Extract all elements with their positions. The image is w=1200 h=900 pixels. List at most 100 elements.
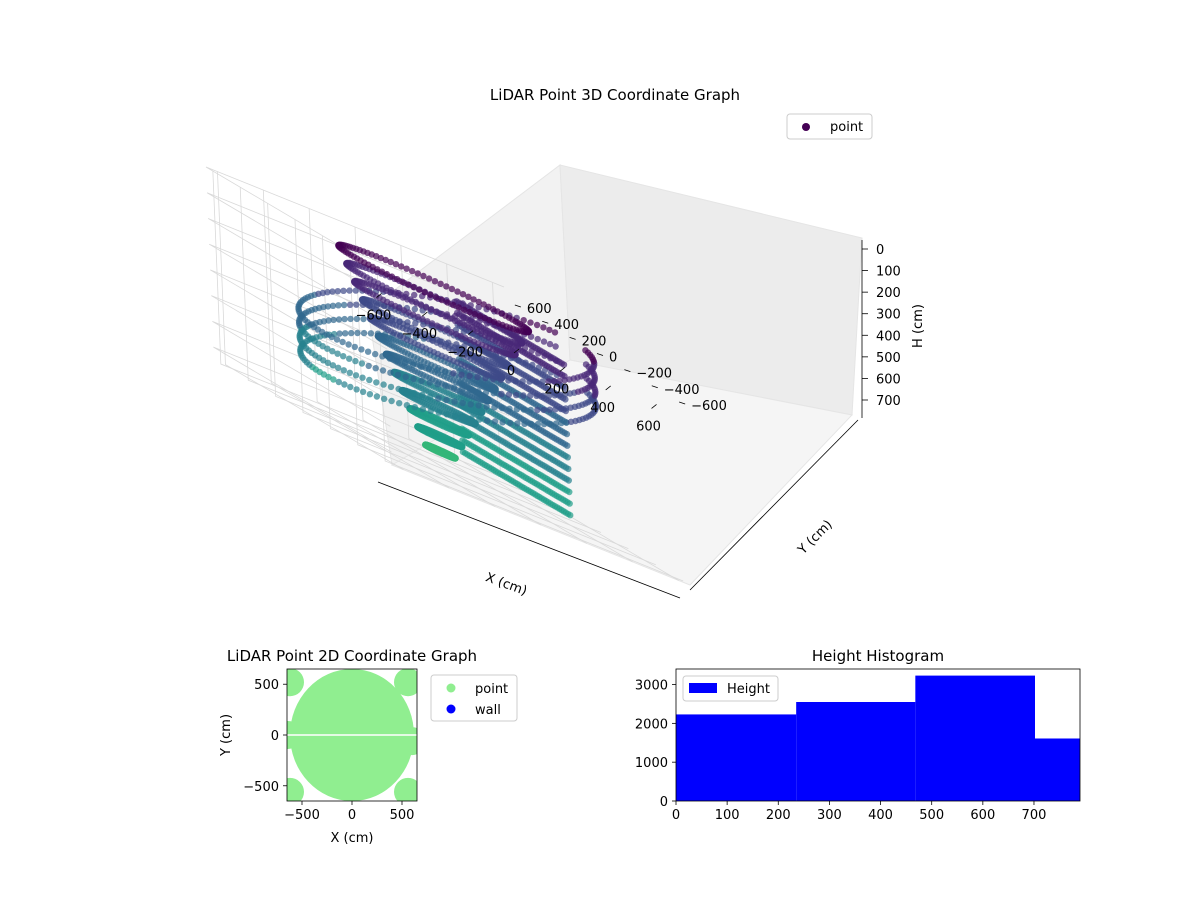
point-3d [353,301,360,308]
point-3d [450,453,457,461]
point-3d [562,405,570,412]
point-3d [324,345,331,352]
point-3d [563,419,570,426]
point-3d [534,420,542,428]
point-3d [520,317,527,324]
point-3d [433,322,441,329]
point-3d [437,280,444,287]
point-3d [325,373,332,381]
x-tick-label: −200 [447,346,483,361]
point-3d [411,291,418,299]
point-3d [340,367,347,374]
point-3d [348,329,355,337]
y-tick-mark [679,401,686,405]
histogram-legend-swatch [689,683,717,693]
point-3d [415,286,423,293]
point-3d [448,285,456,293]
point-3d [417,363,425,370]
point-3d [403,387,410,395]
grid-line-z [212,321,511,442]
point-3d [335,364,342,371]
point-3d [382,256,389,264]
chart-3d-ticks: −600−400−2000200400600−600−400−200020040… [356,243,901,434]
point-3d [412,298,419,306]
point-3d [485,380,492,387]
point-3d [450,384,458,391]
grid-line-z [205,166,505,288]
x-tick-label: 500 [919,808,944,823]
point-3d [442,382,450,390]
point-3d [395,385,402,393]
chart-2d-legend-label-point: point [475,682,508,697]
histogram-frame [675,668,1081,802]
point-3d [364,348,372,355]
x-tick-mark [605,385,611,391]
point-3d [339,338,346,346]
y-tick-label: 2000 [635,717,668,732]
point-3d [450,301,457,309]
x-tick-label: 600 [636,419,661,434]
point-3d [342,330,349,337]
point-3d [505,391,513,398]
point-3d [388,397,395,405]
point-3d [490,390,497,397]
grid-line-y [267,203,574,517]
y-tick-label: 600 [527,302,552,317]
point-3d [526,378,533,385]
y-tick-label: 200 [582,334,607,349]
point-2d [287,777,304,801]
point-3d [353,386,360,393]
point-3d [397,291,404,298]
point-3d [335,378,342,386]
point-3d [324,303,332,310]
x-tick-mark [467,330,474,335]
point-3d [373,393,381,400]
point-3d [346,369,353,376]
point-3d [547,420,554,428]
point-3d [506,405,513,412]
point-3d [340,353,347,360]
point-3d [378,268,386,275]
x-tick-label: 600 [970,808,995,823]
y-tick-label: 0 [660,795,668,810]
point-3d [334,288,341,295]
grid-line-z [213,346,512,468]
point-3d [520,406,528,413]
point-3d [455,304,462,311]
point-3d [456,441,463,448]
x-tick-label: 0 [507,364,515,379]
y-tick-mark [514,304,521,308]
y-tick-label: 0 [609,351,617,366]
point-3d [461,306,468,313]
chart-3d-y-axis-line [689,419,859,591]
chart-3d-legend-box [786,113,873,140]
point-3d [410,375,417,383]
point-3d [480,301,487,308]
point-3d [520,392,527,399]
chart-3d-title: LiDAR Point 3D Coordinate Graph [490,86,740,104]
point-3d [334,350,341,357]
point-3d [512,377,519,385]
point-3d [330,316,337,324]
point-3d [471,310,478,318]
histogram-bar [915,675,1035,801]
point-3d [399,278,406,285]
point-3d [443,396,450,404]
point-3d [409,361,417,368]
point-3d [323,331,330,338]
point-3d [411,404,418,411]
point-3d [514,420,521,427]
point-3d [352,372,360,379]
point-3d [329,348,336,355]
y-tick-label: 3000 [635,679,668,694]
point-3d [459,319,466,327]
z-tick-label: 0 [876,243,884,258]
point-3d [360,329,368,337]
point-3d [388,273,396,280]
y-tick-label: 0 [271,729,279,744]
x-tick-mark [559,367,566,372]
point-3d [329,362,337,369]
point-3d [367,330,375,337]
point-3d [458,385,466,392]
chart-3d-ylabel: Y (cm) [795,517,836,558]
